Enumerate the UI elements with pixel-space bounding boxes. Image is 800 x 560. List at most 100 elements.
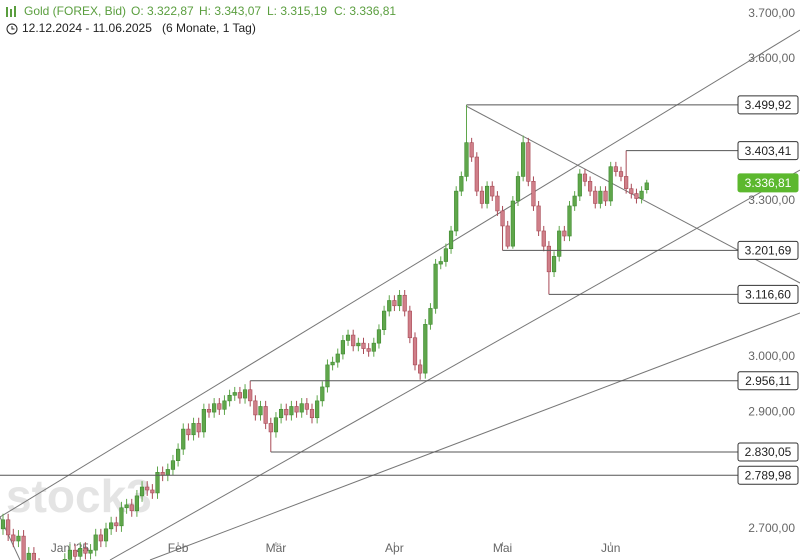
candle-body <box>11 534 16 542</box>
candle-body <box>145 486 150 491</box>
candle-body <box>541 230 546 247</box>
candle-body <box>284 408 289 416</box>
candle-body <box>443 248 449 262</box>
candle-body <box>237 392 243 399</box>
watermark: stock3 <box>6 470 152 522</box>
channel-lower <box>109 169 800 560</box>
icon <box>6 7 8 17</box>
header: Gold (FOREX, Bid) O: 3.322,87 H: 3.343,0… <box>6 4 396 35</box>
candle-body <box>253 400 258 416</box>
candle-body <box>356 342 361 347</box>
candle-body <box>407 310 412 339</box>
candle-body <box>186 428 191 436</box>
price-tag <box>737 284 799 304</box>
price-tag-label: 3.116,60 <box>745 288 791 302</box>
candle-body <box>232 392 237 396</box>
y-tick-label: 3.300,00 <box>748 193 795 207</box>
candle-body <box>258 406 263 416</box>
title: Gold (FOREX, Bid) <box>24 4 126 18</box>
candle-body <box>521 142 526 177</box>
candle-body <box>644 182 649 191</box>
y-tick-label: 3.700,00 <box>748 6 795 20</box>
candle-body <box>325 364 330 388</box>
clock-icon <box>11 26 15 30</box>
candle-body <box>119 507 124 527</box>
trend-support <box>149 312 800 560</box>
price-tag-label: 2.830,05 <box>745 445 792 459</box>
x-tick-label: Mai <box>493 541 512 555</box>
candle-body <box>454 190 459 232</box>
candle-body <box>412 337 418 366</box>
candle-body <box>0 519 6 530</box>
clock-icon <box>6 23 18 35</box>
candle-body <box>613 166 618 172</box>
candle-body <box>629 188 634 194</box>
stat: C: 3.336,81 <box>334 4 396 18</box>
candle-body <box>268 423 273 433</box>
x-tick-label: Feb <box>168 541 189 555</box>
candle-body <box>345 334 351 341</box>
channel-upper <box>0 29 800 518</box>
candle-body <box>526 142 531 182</box>
period: (6 Monate, 1 Tag) <box>162 21 256 35</box>
candle-body <box>392 300 397 307</box>
candle-body <box>418 364 423 374</box>
candle-body <box>464 142 469 177</box>
candle-body <box>438 261 443 265</box>
candle-body <box>459 176 464 192</box>
candle-body <box>624 176 629 189</box>
candle-body <box>83 548 88 554</box>
candle-body <box>6 519 11 536</box>
candle-body <box>129 504 134 512</box>
candle-body <box>248 389 253 402</box>
candle-body <box>572 195 577 207</box>
y-tick-label: 2.700,00 <box>748 521 795 535</box>
candle-body <box>593 190 598 204</box>
x-tick-label: Jun <box>601 541 620 555</box>
icon <box>10 9 12 17</box>
candle-body <box>448 230 454 250</box>
candle-body <box>531 181 536 207</box>
candle-body <box>191 423 196 436</box>
candle-body <box>335 353 340 363</box>
y-tick-label: 3.600,00 <box>748 51 795 65</box>
candle-body <box>361 342 366 349</box>
price-tag <box>737 95 799 115</box>
candle-body <box>26 552 31 560</box>
candle-body <box>320 386 325 402</box>
x-tick-label: Apr <box>385 541 404 555</box>
candle-body <box>387 300 392 312</box>
candle-body <box>557 230 562 257</box>
candle-body <box>428 308 433 325</box>
candle-body <box>598 190 603 204</box>
candle-body <box>469 142 474 158</box>
y-tick-label: 3.000,00 <box>748 349 795 363</box>
candle-body <box>124 504 129 509</box>
candle-body <box>603 190 608 202</box>
candle-body <box>212 403 217 413</box>
candle-body <box>582 173 588 182</box>
candle-body <box>510 200 515 247</box>
candle-body <box>562 230 567 237</box>
candle-body <box>242 389 248 399</box>
price-tag-label: 3.336,81 <box>745 176 792 190</box>
candle-body <box>299 403 304 413</box>
candle-body <box>155 472 160 494</box>
candle-body <box>165 469 170 476</box>
stat: H: 3.343,07 <box>199 4 261 18</box>
candle-body <box>567 205 572 237</box>
candle-body <box>577 173 582 197</box>
candle-body <box>134 495 140 512</box>
candle-body <box>634 193 639 199</box>
candle-body <box>150 489 155 494</box>
candle-body <box>16 535 21 542</box>
candle-body <box>371 342 376 352</box>
candle-body <box>181 428 186 450</box>
candle-body <box>351 334 356 347</box>
candle-body <box>103 528 109 542</box>
price-tag-label: 2.956,11 <box>745 374 791 388</box>
candle-body <box>170 460 176 470</box>
candle-body <box>490 185 495 197</box>
candle-body <box>289 406 294 416</box>
